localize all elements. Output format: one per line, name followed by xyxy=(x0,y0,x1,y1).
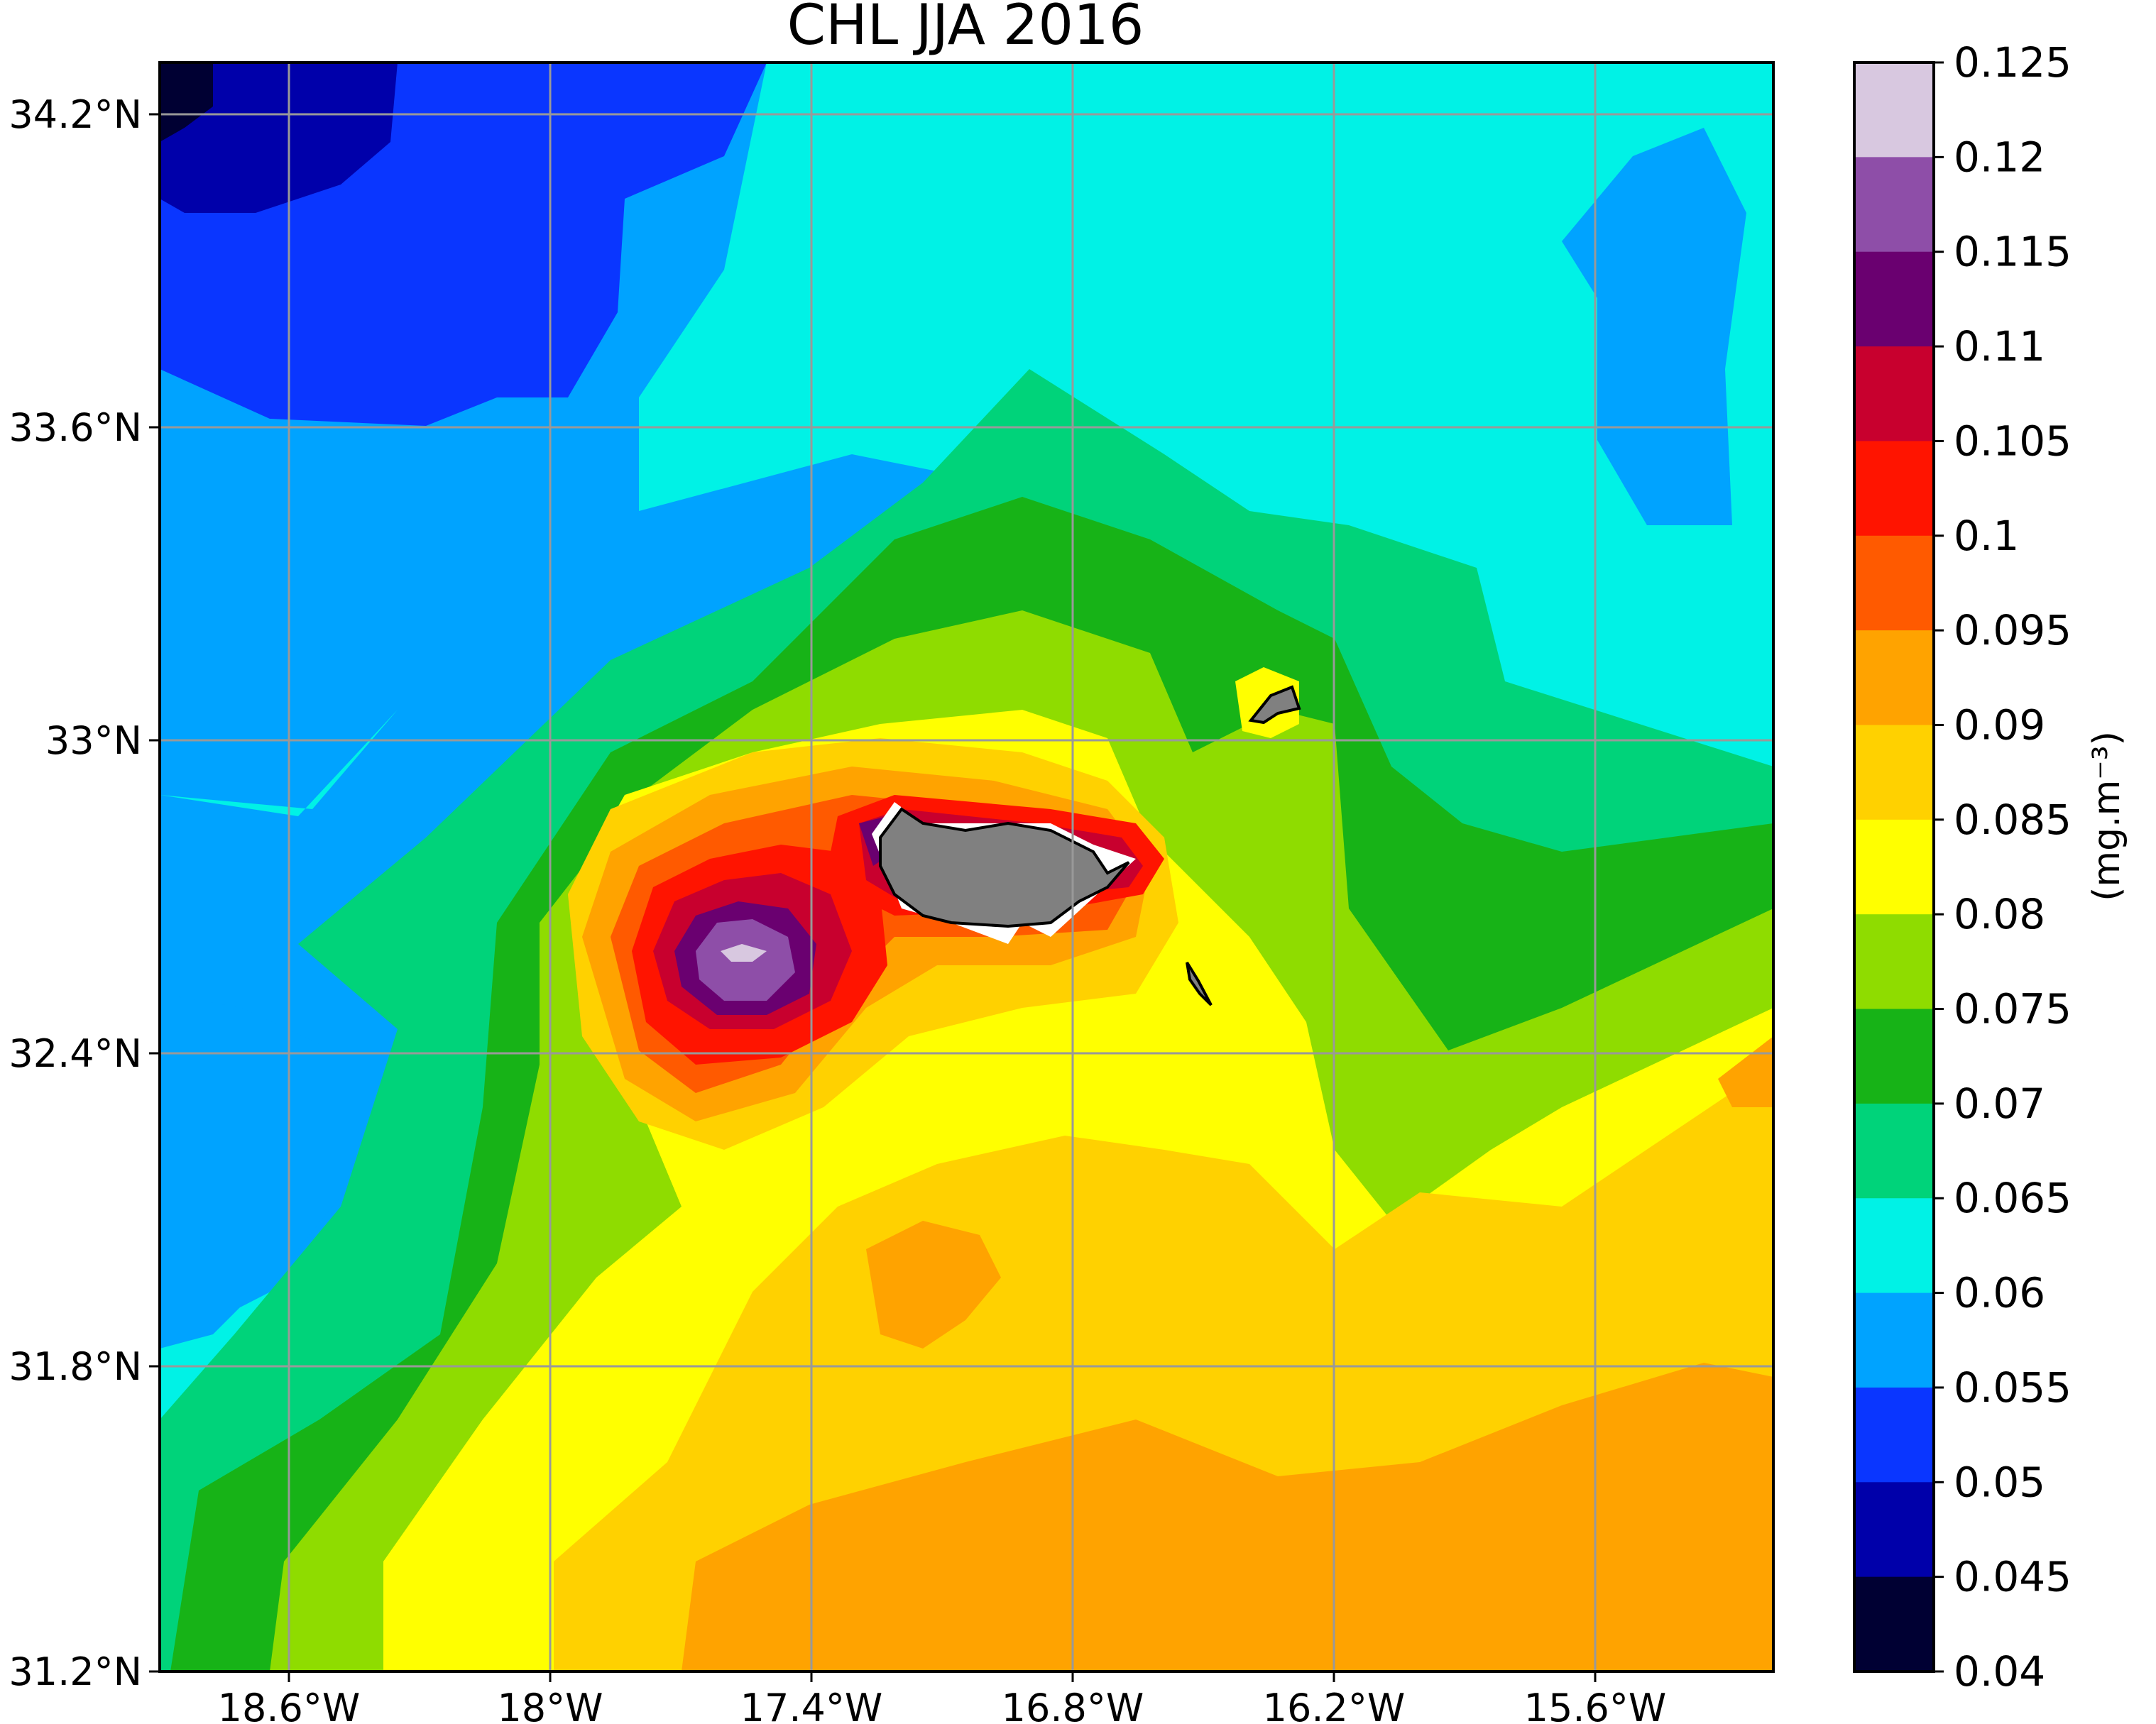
colorbar-tick-label: 0.115 xyxy=(1954,228,2072,276)
colorbar-swatch xyxy=(1854,914,1934,1010)
patch-0.09-center xyxy=(866,1221,1001,1349)
x-tick-label: 15.6°W xyxy=(1524,1686,1667,1724)
porto-santo-island xyxy=(1248,685,1301,725)
x-tick-label: 16.8°W xyxy=(1002,1686,1144,1724)
map-frame xyxy=(158,61,1775,1673)
colorbar-swatch xyxy=(1854,1103,1934,1199)
colorbar-swatch xyxy=(1854,819,1934,915)
x-tick-label: 18.6°W xyxy=(218,1686,361,1724)
x-tick-label: 17.4°W xyxy=(740,1686,883,1724)
colorbar-swatch xyxy=(1854,1198,1934,1294)
map-panel xyxy=(160,62,1773,1671)
colorbar-tick-label: 0.095 xyxy=(1954,606,2072,654)
colorbar-tick-label: 0.08 xyxy=(1954,890,2045,938)
colorbar-swatch xyxy=(1854,346,1934,441)
colorbar-tick-label: 0.065 xyxy=(1954,1174,2072,1222)
colorbar-tick-label: 0.055 xyxy=(1954,1363,2072,1412)
colorbar-tick-label: 0.105 xyxy=(1954,417,2072,465)
colorbar-tick-label: 0.085 xyxy=(1954,796,2072,844)
colorbar-unit-label: (mg.m⁻³) xyxy=(2086,731,2128,901)
colorbar-swatch xyxy=(1854,1009,1934,1104)
colorbar: 0.125 0.12 0.115 0.11 0.105 0.1 0.095 0.09 0.085… xyxy=(1853,38,2128,1696)
patch-0.055-east xyxy=(1562,128,1746,525)
grid xyxy=(160,62,1773,1671)
desertas-island xyxy=(1186,961,1213,1006)
colorbar-swatch xyxy=(1854,441,1934,537)
band-0.045 xyxy=(160,62,213,142)
colorbar-tick-label: 0.09 xyxy=(1954,701,2045,749)
x-tick-label: 18°W xyxy=(497,1686,603,1724)
colorbar-frame xyxy=(1853,61,1935,1673)
y-tick-label: 31.8°N xyxy=(9,1344,142,1389)
colorbar-swatch xyxy=(1854,1576,1934,1672)
y-tick-label: 34.2°N xyxy=(9,92,142,137)
colorbar-swatch xyxy=(1854,725,1934,820)
y-tick-label: 33.6°N xyxy=(9,405,142,450)
colorbar-swatch xyxy=(1854,535,1934,631)
colorbar-tick-label: 0.12 xyxy=(1954,133,2045,181)
y-tick-label: 32.4°N xyxy=(9,1031,142,1076)
patch-0.055-west xyxy=(160,994,355,1349)
colorbar-tick-label: 0.04 xyxy=(1954,1647,2045,1696)
band-0.05 xyxy=(160,62,398,213)
colorbar-tick-label: 0.07 xyxy=(1954,1080,2045,1128)
ring-0.125 xyxy=(721,944,767,962)
colorbar-swatch xyxy=(1854,1482,1934,1578)
colorbar-tick-label: 0.05 xyxy=(1954,1458,2045,1506)
colorbar-swatches xyxy=(1854,62,1934,1672)
madeira-island xyxy=(879,807,1130,928)
band-0.09 xyxy=(682,1363,1773,1671)
colorbar-swatch xyxy=(1854,630,1934,725)
colorbar-tick-label: 0.125 xyxy=(1954,38,2072,87)
y-tick-label: 31.2°N xyxy=(9,1649,142,1694)
colorbar-swatch xyxy=(1854,251,1934,347)
y-axis: 34.2°N 33.6°N 33°N 32.4°N 31.8°N 31.2°N xyxy=(9,92,160,1694)
colorbar-tick-label: 0.11 xyxy=(1954,322,2045,370)
map-title: CHL JJA 2016 xyxy=(787,0,1144,57)
x-axis: 18.6°W 18°W 17.4°W 16.8°W 16.2°W 15.6°W xyxy=(218,1671,1667,1724)
colorbar-tick-label: 0.075 xyxy=(1954,985,2072,1033)
colorbar-swatch xyxy=(1854,1387,1934,1483)
colorbar-swatch xyxy=(1854,157,1934,253)
y-tick-label: 33°N xyxy=(45,718,142,763)
colorbar-tick-label: 0.06 xyxy=(1954,1269,2045,1317)
colorbar-tick-label: 0.045 xyxy=(1954,1553,2072,1601)
x-tick-label: 16.2°W xyxy=(1263,1686,1406,1724)
colorbar-swatch xyxy=(1854,62,1934,158)
colorbar-tick-label: 0.1 xyxy=(1954,512,2019,560)
colorbar-swatch xyxy=(1854,1292,1934,1388)
colorbar-ticks: 0.125 0.12 0.115 0.11 0.105 0.1 0.095 0.09 0.085… xyxy=(1934,38,2072,1696)
